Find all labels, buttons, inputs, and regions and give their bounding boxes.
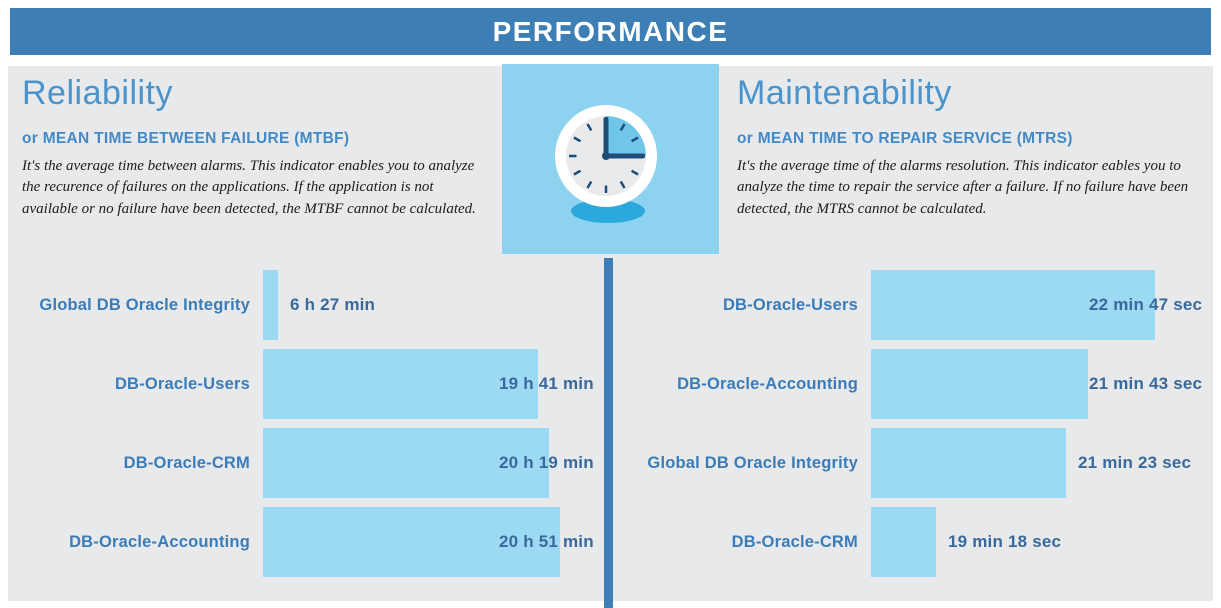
mtrs-chart: DB-Oracle-Users 22 min 47 sec DB-Oracle-…: [630, 270, 1204, 586]
bar-label: DB-Oracle-Users: [114, 374, 250, 393]
table-row: Global DB Oracle Integrity 21 min 23 sec: [630, 428, 1204, 498]
reliability-title: Reliability: [22, 74, 173, 112]
clock-hands: [602, 117, 645, 160]
table-row: DB-Oracle-Users 19 h 41 min: [22, 349, 596, 419]
bar-value: 19 h 41 min: [499, 374, 594, 393]
bar: [871, 349, 1089, 419]
clock-quarter-wedge: [606, 116, 646, 156]
bar-area: 6 h 27 min: [263, 270, 596, 340]
maintenability-intro: Maintenability or MEAN TIME TO REPAIR SE…: [737, 74, 1209, 220]
clock-icon: [555, 105, 657, 223]
bar-label: DB-Oracle-CRM: [123, 453, 250, 472]
bar-label: DB-Oracle-CRM: [731, 532, 858, 551]
bar-area: 21 min 43 sec: [871, 349, 1204, 419]
table-row: DB-Oracle-Accounting 21 min 43 sec: [630, 349, 1204, 419]
maintenability-description: It's the average time of the alarms reso…: [737, 158, 1189, 217]
bar-label: DB-Oracle-Accounting: [69, 532, 250, 551]
vertical-divider: [604, 258, 613, 608]
reliability-subtitle: or MEAN TIME BETWEEN FAILURE (MTBF): [22, 130, 350, 147]
bar-value: 20 h 51 min: [499, 532, 594, 551]
reliability-description: It's the average time between alarms. Th…: [22, 158, 476, 217]
bar-value: 21 min 23 sec: [1078, 453, 1192, 472]
content-panel: Reliability or MEAN TIME BETWEEN FAILURE…: [8, 64, 1213, 608]
clock-ticks: [569, 123, 643, 193]
bar: [263, 428, 550, 498]
maintenability-title: Maintenability: [737, 74, 952, 112]
bar-value: 6 h 27 min: [290, 295, 376, 314]
bar-area: 19 h 41 min: [263, 349, 596, 419]
bar-value: 19 min 18 sec: [948, 532, 1062, 551]
bar: [871, 270, 1156, 340]
bar-area: 20 h 19 min: [263, 428, 596, 498]
bar-area: 20 h 51 min: [263, 507, 596, 577]
bar: [263, 270, 278, 340]
bar-value: 21 min 43 sec: [1089, 374, 1203, 393]
bar: [263, 507, 561, 577]
bar-value: 20 h 19 min: [499, 453, 594, 472]
table-row: DB-Oracle-Accounting 20 h 51 min: [22, 507, 596, 577]
bar: [871, 428, 1067, 498]
table-row: DB-Oracle-Users 22 min 47 sec: [630, 270, 1204, 340]
table-row: Global DB Oracle Integrity 6 h 27 min: [22, 270, 596, 340]
bar-label: DB-Oracle-Accounting: [677, 374, 858, 393]
bar-value: 22 min 47 sec: [1089, 295, 1203, 314]
table-row: DB-Oracle-CRM 19 min 18 sec: [630, 507, 1204, 577]
bar-area: 19 min 18 sec: [871, 507, 1204, 577]
bar-label: Global DB Oracle Integrity: [647, 453, 858, 472]
bar-area: 21 min 23 sec: [871, 428, 1204, 498]
maintenability-subtitle: or MEAN TIME TO REPAIR SERVICE (MTRS): [737, 130, 1073, 147]
header-banner: PERFORMANCE: [10, 8, 1211, 55]
reliability-intro: Reliability or MEAN TIME BETWEEN FAILURE…: [22, 74, 494, 220]
bar: [263, 349, 539, 419]
page-title: PERFORMANCE: [492, 15, 729, 47]
clock-card: [502, 64, 719, 254]
bar-label: Global DB Oracle Integrity: [39, 295, 250, 314]
table-row: DB-Oracle-CRM 20 h 19 min: [22, 428, 596, 498]
bar-label: DB-Oracle-Users: [722, 295, 858, 314]
mtbf-chart: Global DB Oracle Integrity 6 h 27 min DB…: [22, 270, 596, 586]
bar: [871, 507, 936, 577]
bar-area: 22 min 47 sec: [871, 270, 1204, 340]
clock-shadow: [571, 199, 645, 223]
